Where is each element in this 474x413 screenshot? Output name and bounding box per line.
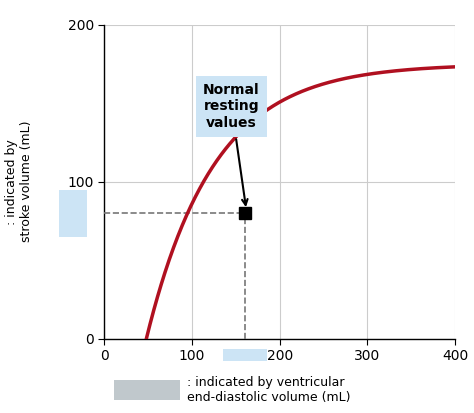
Text: : indicated by ventricular
end-diastolic volume (mL): : indicated by ventricular end-diastolic… — [187, 376, 351, 404]
Text: Normal
resting
values: Normal resting values — [203, 83, 260, 205]
Text: : indicated by
stroke volume (mL): : indicated by stroke volume (mL) — [5, 121, 33, 242]
